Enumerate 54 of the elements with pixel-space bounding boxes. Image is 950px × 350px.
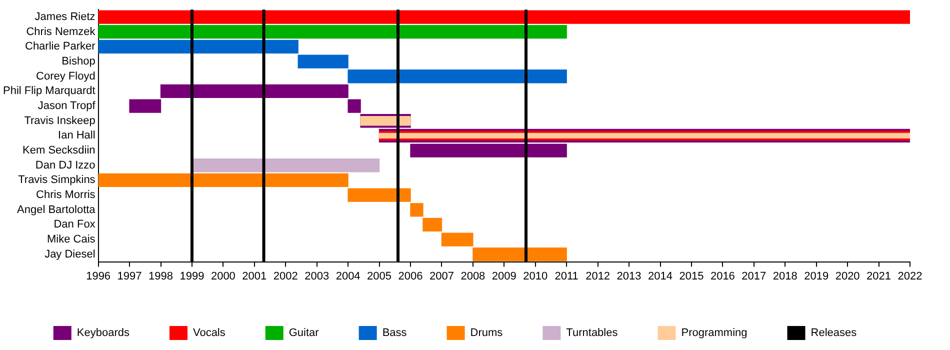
y-tick-label: Angel Bartolotta bbox=[17, 204, 96, 216]
x-tick-label: 2019 bbox=[804, 270, 829, 282]
x-tick-label: 1997 bbox=[117, 270, 142, 282]
y-tick-label: Travis Inskeep bbox=[24, 114, 96, 127]
legend-label: Releases bbox=[810, 327, 858, 340]
x-tick-label: 2010 bbox=[523, 270, 548, 282]
y-tick-label: Charlie Parker bbox=[25, 40, 96, 53]
legend-label: Guitar bbox=[288, 327, 320, 340]
y-tick-label: Bishop bbox=[62, 56, 96, 68]
bar bbox=[98, 25, 567, 39]
legend-label: Keyboards bbox=[76, 327, 130, 340]
y-tick-label: Dan DJ Izzo bbox=[35, 159, 96, 172]
legend-label: Vocals bbox=[192, 327, 226, 340]
x-tick-label: 2014 bbox=[648, 270, 672, 282]
x-tick-label: 2022 bbox=[898, 270, 922, 282]
legend-label: Programming bbox=[681, 327, 748, 340]
x-tick-label: 2009 bbox=[492, 270, 516, 282]
y-tick-label: Phil Flip Marquardt bbox=[2, 85, 96, 98]
y-tick-label: Dan Fox bbox=[54, 218, 96, 231]
y-tick-label: Kem Secksdiin bbox=[22, 144, 96, 157]
x-tick-label: 2002 bbox=[273, 270, 298, 282]
y-tick-label: Chris Nemzek bbox=[26, 26, 96, 38]
y-tick-label: Chris Morris bbox=[36, 189, 96, 202]
y-tick-label: Travis Simpkins bbox=[18, 174, 96, 186]
legend-label: Drums bbox=[470, 327, 504, 340]
x-tick-label: 2020 bbox=[835, 270, 860, 282]
x-tick-label: 2018 bbox=[772, 270, 798, 282]
x-tick-label: 1999 bbox=[180, 270, 204, 282]
x-tick-label: 2006 bbox=[398, 270, 423, 282]
y-tick-label: Mike Cais bbox=[47, 234, 96, 246]
x-tick-label: 2015 bbox=[679, 270, 704, 282]
x-tick-label: 2017 bbox=[742, 270, 766, 282]
y-tick-label: Ian Hall bbox=[58, 130, 96, 142]
y-tick-label: Jason Tropf bbox=[38, 100, 96, 112]
legend-label: Turntables bbox=[566, 327, 618, 340]
x-tick-label: 1998 bbox=[148, 270, 173, 282]
x-tick-label: 2004 bbox=[336, 270, 360, 282]
x-tick-label: 2003 bbox=[304, 270, 330, 282]
x-tick-label: 2000 bbox=[210, 270, 236, 282]
x-tick-label: 2005 bbox=[367, 270, 392, 282]
x-tick-label: 2021 bbox=[866, 270, 892, 282]
x-tick-label: 2012 bbox=[586, 270, 610, 282]
bar bbox=[192, 158, 380, 172]
x-tick-label: 1996 bbox=[86, 270, 111, 282]
x-tick-label: 2013 bbox=[616, 270, 642, 282]
legend-label: Bass bbox=[382, 327, 408, 340]
x-tick-label: 2008 bbox=[460, 270, 486, 282]
y-tick-label: James Rietz bbox=[34, 11, 96, 24]
x-tick-label: 2016 bbox=[710, 270, 735, 282]
y-tick-label: Corey Floyd bbox=[36, 70, 96, 82]
x-tick-label: 2001 bbox=[242, 270, 267, 282]
x-tick-label: 2011 bbox=[554, 270, 578, 282]
x-tick-label: 2007 bbox=[429, 270, 454, 282]
y-tick-label: Jay Diesel bbox=[44, 248, 96, 260]
